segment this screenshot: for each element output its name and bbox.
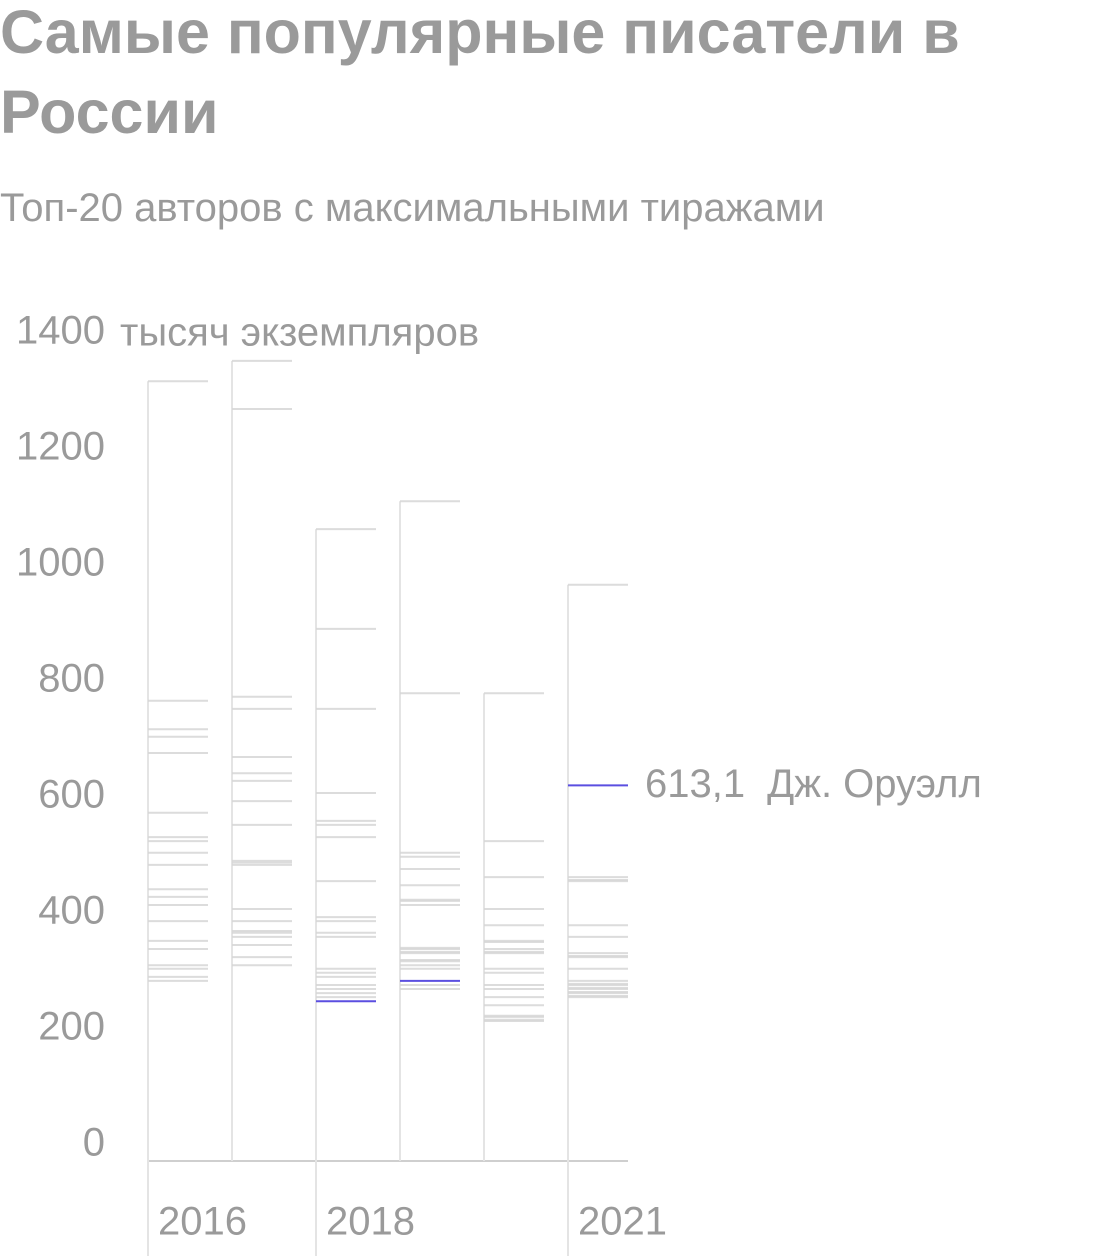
y-tick-label: 1200 [16,425,105,469]
x-tick-label: 2018 [326,1200,415,1244]
x-tick-label: 2016 [158,1200,247,1244]
y-tick-label: 0 [83,1121,105,1165]
x-tick-label: 2021 [578,1200,667,1244]
value-label: 613,1 [645,762,745,806]
y-tick-label: 800 [38,657,105,701]
y-tick-label: 1000 [16,541,105,585]
chart-subtitle: Топ-20 авторов с максимальными тиражами [0,186,825,230]
legend-label: Дж. Оруэлл [767,762,982,806]
y-tick-label: 600 [38,773,105,817]
chart-title: Самые популярные писатели в России [0,0,960,146]
y-tick-label: 400 [38,889,105,933]
y-tick-label: 1400 [16,309,105,353]
y-axis-label: тысяч экземпляров [120,311,479,355]
y-tick-label: 200 [38,1005,105,1049]
